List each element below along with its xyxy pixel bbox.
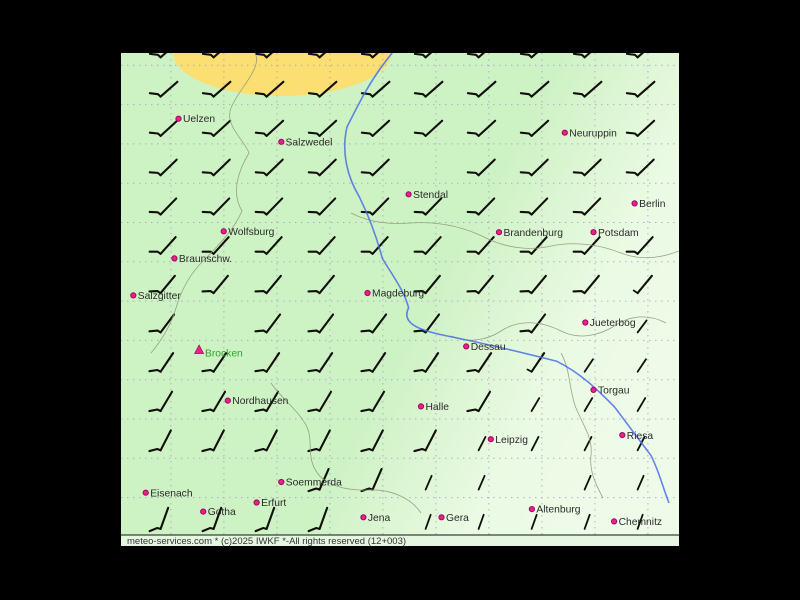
svg-text:Potsdam: Potsdam	[598, 228, 639, 239]
svg-text:Salzwedel: Salzwedel	[286, 138, 333, 149]
svg-text:Altenburg: Altenburg	[536, 505, 580, 516]
svg-text:Magdeburg: Magdeburg	[372, 289, 424, 300]
svg-text:Jena: Jena	[368, 513, 391, 524]
svg-text:Nordhausen: Nordhausen	[232, 396, 288, 407]
svg-text:Riesa: Riesa	[627, 431, 654, 442]
svg-text:Dessau: Dessau	[471, 342, 506, 353]
svg-text:Braunschw.: Braunschw.	[179, 254, 232, 265]
svg-text:Erfurt: Erfurt	[261, 498, 286, 509]
svg-text:meteo-services.com * (c)2025 I: meteo-services.com * (c)2025 IWKF *-All …	[127, 536, 406, 546]
svg-text:Uelzen: Uelzen	[183, 114, 215, 125]
svg-text:Salzgitter: Salzgitter	[138, 291, 181, 302]
svg-text:Neuruppin: Neuruppin	[569, 129, 617, 140]
svg-text:Gera: Gera	[446, 513, 469, 524]
svg-text:Halle: Halle	[426, 402, 450, 413]
svg-text:Chemnitz: Chemnitz	[619, 517, 663, 528]
svg-text:Gotha: Gotha	[208, 507, 236, 518]
svg-text:Brandenburg: Brandenburg	[504, 228, 564, 239]
svg-text:Torgau: Torgau	[598, 386, 630, 397]
svg-text:Berlin: Berlin	[639, 199, 666, 210]
svg-text:Stendal: Stendal	[413, 190, 448, 201]
svg-text:Jueterbog: Jueterbog	[590, 318, 636, 329]
svg-text:Soemmerda: Soemmerda	[286, 478, 342, 489]
svg-text:Eisenach: Eisenach	[150, 488, 193, 499]
svg-text:Brocken: Brocken	[205, 349, 243, 360]
svg-text:Leipzig: Leipzig	[495, 435, 528, 446]
svg-text:Wolfsburg: Wolfsburg	[228, 227, 274, 238]
